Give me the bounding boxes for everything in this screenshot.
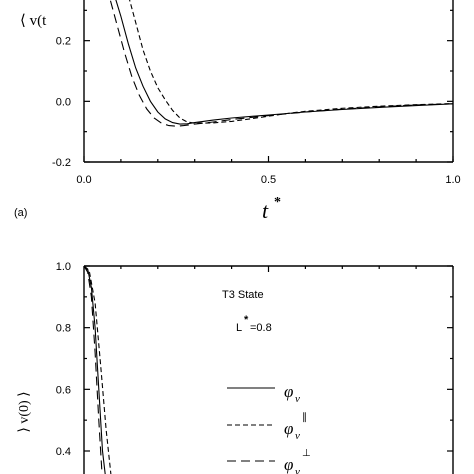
panel-a-label: (a) — [14, 207, 27, 219]
legend-label-subscript: v — [295, 393, 300, 405]
panel-b-y-tick-label: 0.8 — [56, 323, 71, 335]
legend-label-symbol: φ — [284, 382, 293, 401]
panel-b-annotation-l: L — [236, 322, 242, 334]
panel-a-x-tick-label: 0.0 — [76, 174, 91, 186]
legend-label-symbol: φ — [284, 455, 293, 474]
legend-label-subscript: v — [295, 466, 300, 474]
legend-label-symbol: φ — [284, 419, 293, 438]
panel-a-chart: -0.2 0.0 0.2 0.0 0.5 1.0 ⟨ v(t (a) t * — [14, 0, 461, 223]
panel-b-y-tick-label: 0.4 — [56, 446, 71, 458]
legend-label-subscript: v — [295, 430, 300, 442]
panel-a-x-axis-label-superscript: * — [274, 195, 281, 210]
panel-a-x-tick-label: 1.0 — [445, 174, 460, 186]
panel-b-series-line-solid — [84, 266, 106, 474]
panel-b-annotation-value: =0.8 — [250, 322, 272, 334]
panel-b-y-tick-label: 0.6 — [56, 384, 71, 396]
panel-b-series-line-long-dashed — [84, 266, 103, 474]
panel-a-series-line-solid — [115, 0, 453, 125]
legend-label-superscript: ∥ — [302, 412, 307, 423]
panel-a-y-tick-label: -0.2 — [52, 157, 71, 169]
panel-b-y-tick-label: 1.0 — [56, 261, 71, 273]
legend-label-superscript: ⊥ — [302, 448, 311, 459]
panel-b-y-axis-label: ⟩ v(0) ⟩ — [17, 391, 32, 432]
panel-a-y-tick-label: 0.2 — [56, 36, 71, 48]
panel-b-annotation-state: T3 State — [222, 289, 264, 301]
panel-a-x-tick-label: 0.5 — [261, 174, 276, 186]
panel-a-y-axis-label: ⟨ v(t — [20, 13, 47, 29]
panel-a-x-axis-label: t — [262, 198, 269, 223]
panel-a-y-tick-label: 0.0 — [56, 96, 71, 108]
panel-b-annotation-superscript: * — [244, 314, 249, 326]
panel-a-series-line-dashed — [129, 0, 453, 124]
panel-a-series-line-long-dashed — [109, 0, 453, 127]
